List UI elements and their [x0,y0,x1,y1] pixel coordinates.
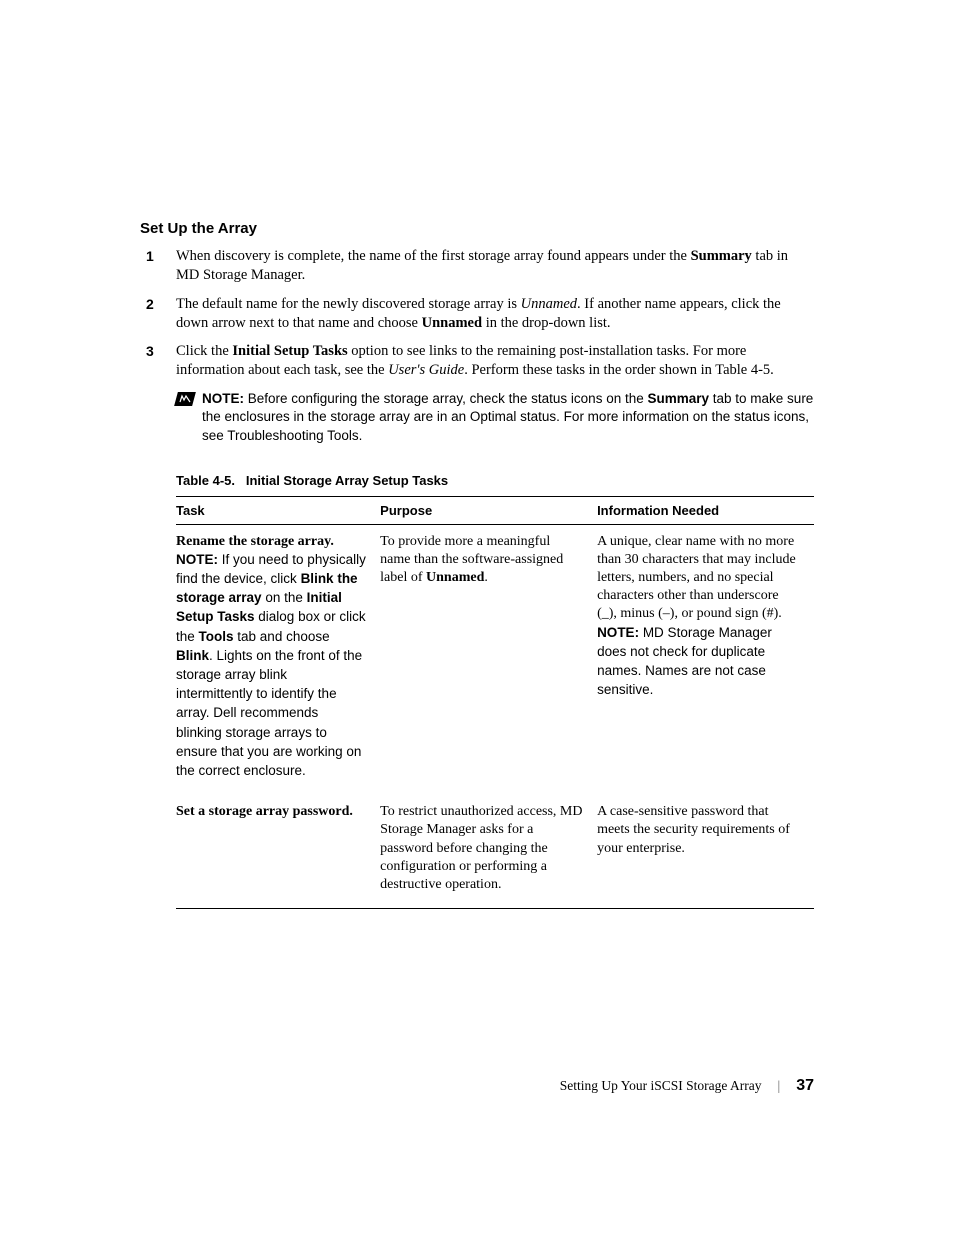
step-text: Click the [176,343,232,359]
info-text: A case-sensitive password that meets the… [597,804,790,855]
step-bold: Unnamed [422,315,482,331]
purpose-text: To restrict unauthorized access, MD Stor… [380,804,582,892]
step-text: in the drop-down list. [482,315,610,331]
note-label: NOTE: [597,625,639,640]
col-header-purpose: Purpose [380,496,597,524]
table-row: Set a storage array password. To restric… [176,795,814,908]
step-number: 2 [146,295,154,313]
note-label: NOTE: [202,391,244,406]
cell-purpose: To restrict unauthorized access, MD Stor… [380,795,597,908]
step-text: The default name for the newly discovere… [176,296,521,312]
step-text: When discovery is complete, the name of … [176,248,691,264]
note-label: NOTE: [176,552,218,567]
cell-info: A unique, clear name with no more than 3… [597,524,814,795]
step-italic: User's Guide [388,362,464,378]
table-caption: Table 4-5. Initial Storage Array Setup T… [176,473,814,488]
note-bold: Summary [647,391,709,406]
step-number: 3 [146,342,154,360]
list-item: 2 The default name for the newly discove… [176,295,814,333]
page-footer: Setting Up Your iSCSI Storage Array | 37 [560,1077,814,1095]
cell-purpose: To provide more a meaningful name than t… [380,524,597,795]
info-text: A unique, clear name with no more than 3… [597,534,796,622]
task-note-text: on the [262,590,307,605]
cell-task: Set a storage array password. [176,795,380,908]
col-header-task: Task [176,496,380,524]
task-note-bold: Tools [199,629,234,644]
section-heading: Set Up the Array [140,220,814,237]
list-item: 1 When discovery is complete, the name o… [176,247,814,285]
purpose-bold: Unnamed [426,570,484,585]
step-text: . Perform these tasks in the order shown… [464,362,774,378]
step-bold: Initial Setup Tasks [232,343,347,359]
task-title: Set a storage array password. [176,804,353,819]
setup-steps-list: 1 When discovery is complete, the name o… [140,247,814,380]
page-content: Set Up the Array 1 When discovery is com… [0,0,954,969]
footer-text: Setting Up Your iSCSI Storage Array [560,1078,762,1094]
task-note-bold: Blink [176,648,209,663]
task-note-text: tab and choose [234,629,330,644]
table-header-row: Task Purpose Information Needed [176,496,814,524]
note-block: NOTE: Before configuring the storage arr… [176,390,814,445]
caption-title: Initial Storage Array Setup Tasks [246,473,448,488]
list-item: 3 Click the Initial Setup Tasks option t… [176,342,814,380]
cell-task: Rename the storage array. NOTE: If you n… [176,524,380,795]
note-text: NOTE: Before configuring the storage arr… [202,390,814,445]
note-icon [174,392,196,406]
task-note-text: . Lights on the front of the storage arr… [176,648,362,778]
note-body: Before configuring the storage array, ch… [244,391,647,406]
step-number: 1 [146,247,154,265]
step-italic: Unnamed [521,296,577,312]
task-title: Rename the storage array. [176,534,334,549]
col-header-info: Information Needed [597,496,814,524]
purpose-text: . [484,570,488,585]
page-number: 37 [796,1077,814,1095]
footer-divider: | [778,1078,781,1094]
setup-tasks-table: Task Purpose Information Needed Rename t… [176,496,814,909]
caption-prefix: Table 4-5. [176,473,235,488]
cell-info: A case-sensitive password that meets the… [597,795,814,908]
table-row: Rename the storage array. NOTE: If you n… [176,524,814,795]
step-bold: Summary [691,248,752,264]
